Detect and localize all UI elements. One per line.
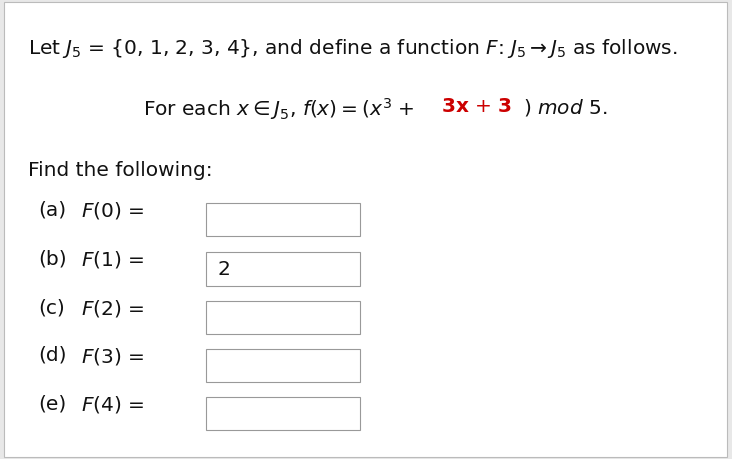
Text: Let $J_5$ = {0, 1, 2, 3, 4}, and define a function $F$: $J_5 \rightarrow J_5$ as: Let $J_5$ = {0, 1, 2, 3, 4}, and define …: [28, 37, 677, 60]
Bar: [206, 301, 360, 335]
Text: $F$(1) =: $F$(1) =: [81, 249, 143, 270]
Text: ) $\it{mod}$ 5.: ) $\it{mod}$ 5.: [523, 96, 607, 118]
Text: Find the following:: Find the following:: [28, 161, 212, 179]
Text: $\mathbf{3x}$ + $\mathbf{3}$: $\mathbf{3x}$ + $\mathbf{3}$: [441, 96, 512, 115]
Bar: [206, 252, 360, 286]
Text: $F$(0) =: $F$(0) =: [81, 200, 143, 221]
Text: $F$(3) =: $F$(3) =: [81, 345, 143, 366]
Bar: [206, 397, 360, 431]
Text: (d): (d): [38, 345, 67, 364]
Text: $F$(2) =: $F$(2) =: [81, 297, 143, 319]
Text: (e): (e): [38, 393, 67, 412]
Bar: [206, 349, 360, 382]
Bar: [206, 203, 360, 237]
Text: (b): (b): [38, 249, 67, 268]
Text: (c): (c): [38, 297, 65, 316]
Text: For each $x \in J_5$, $f(x) = (x^3$ +: For each $x \in J_5$, $f(x) = (x^3$ +: [143, 96, 417, 122]
Text: (a): (a): [38, 200, 66, 218]
Text: 2: 2: [217, 260, 231, 279]
Text: $F$(4) =: $F$(4) =: [81, 393, 143, 414]
FancyBboxPatch shape: [4, 3, 727, 457]
